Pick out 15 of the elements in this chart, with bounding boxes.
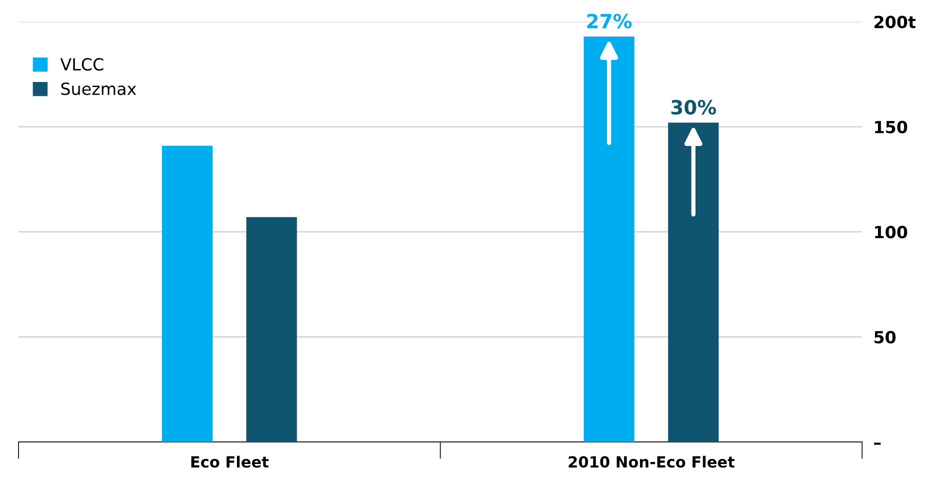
bar (584, 36, 634, 442)
y-tick-label: 100 (875, 226, 908, 238)
bar (668, 122, 719, 442)
bar (246, 217, 297, 442)
y-tick-label: 150 (875, 120, 908, 134)
x-tick-label: Eco Fleet (191, 456, 269, 468)
y-tick-label: 50 (874, 330, 896, 344)
legend-label: VLCC (60, 58, 104, 71)
y-tick-label: – (874, 442, 881, 445)
annotation: 27% (587, 14, 632, 28)
legend-label: Suezmax (61, 82, 136, 96)
annotation: 30% (671, 100, 716, 115)
y-tick-label: 200t (874, 16, 916, 28)
bar (162, 146, 213, 442)
x-tick-label: 2010 Non-Eco Fleet (568, 456, 735, 468)
